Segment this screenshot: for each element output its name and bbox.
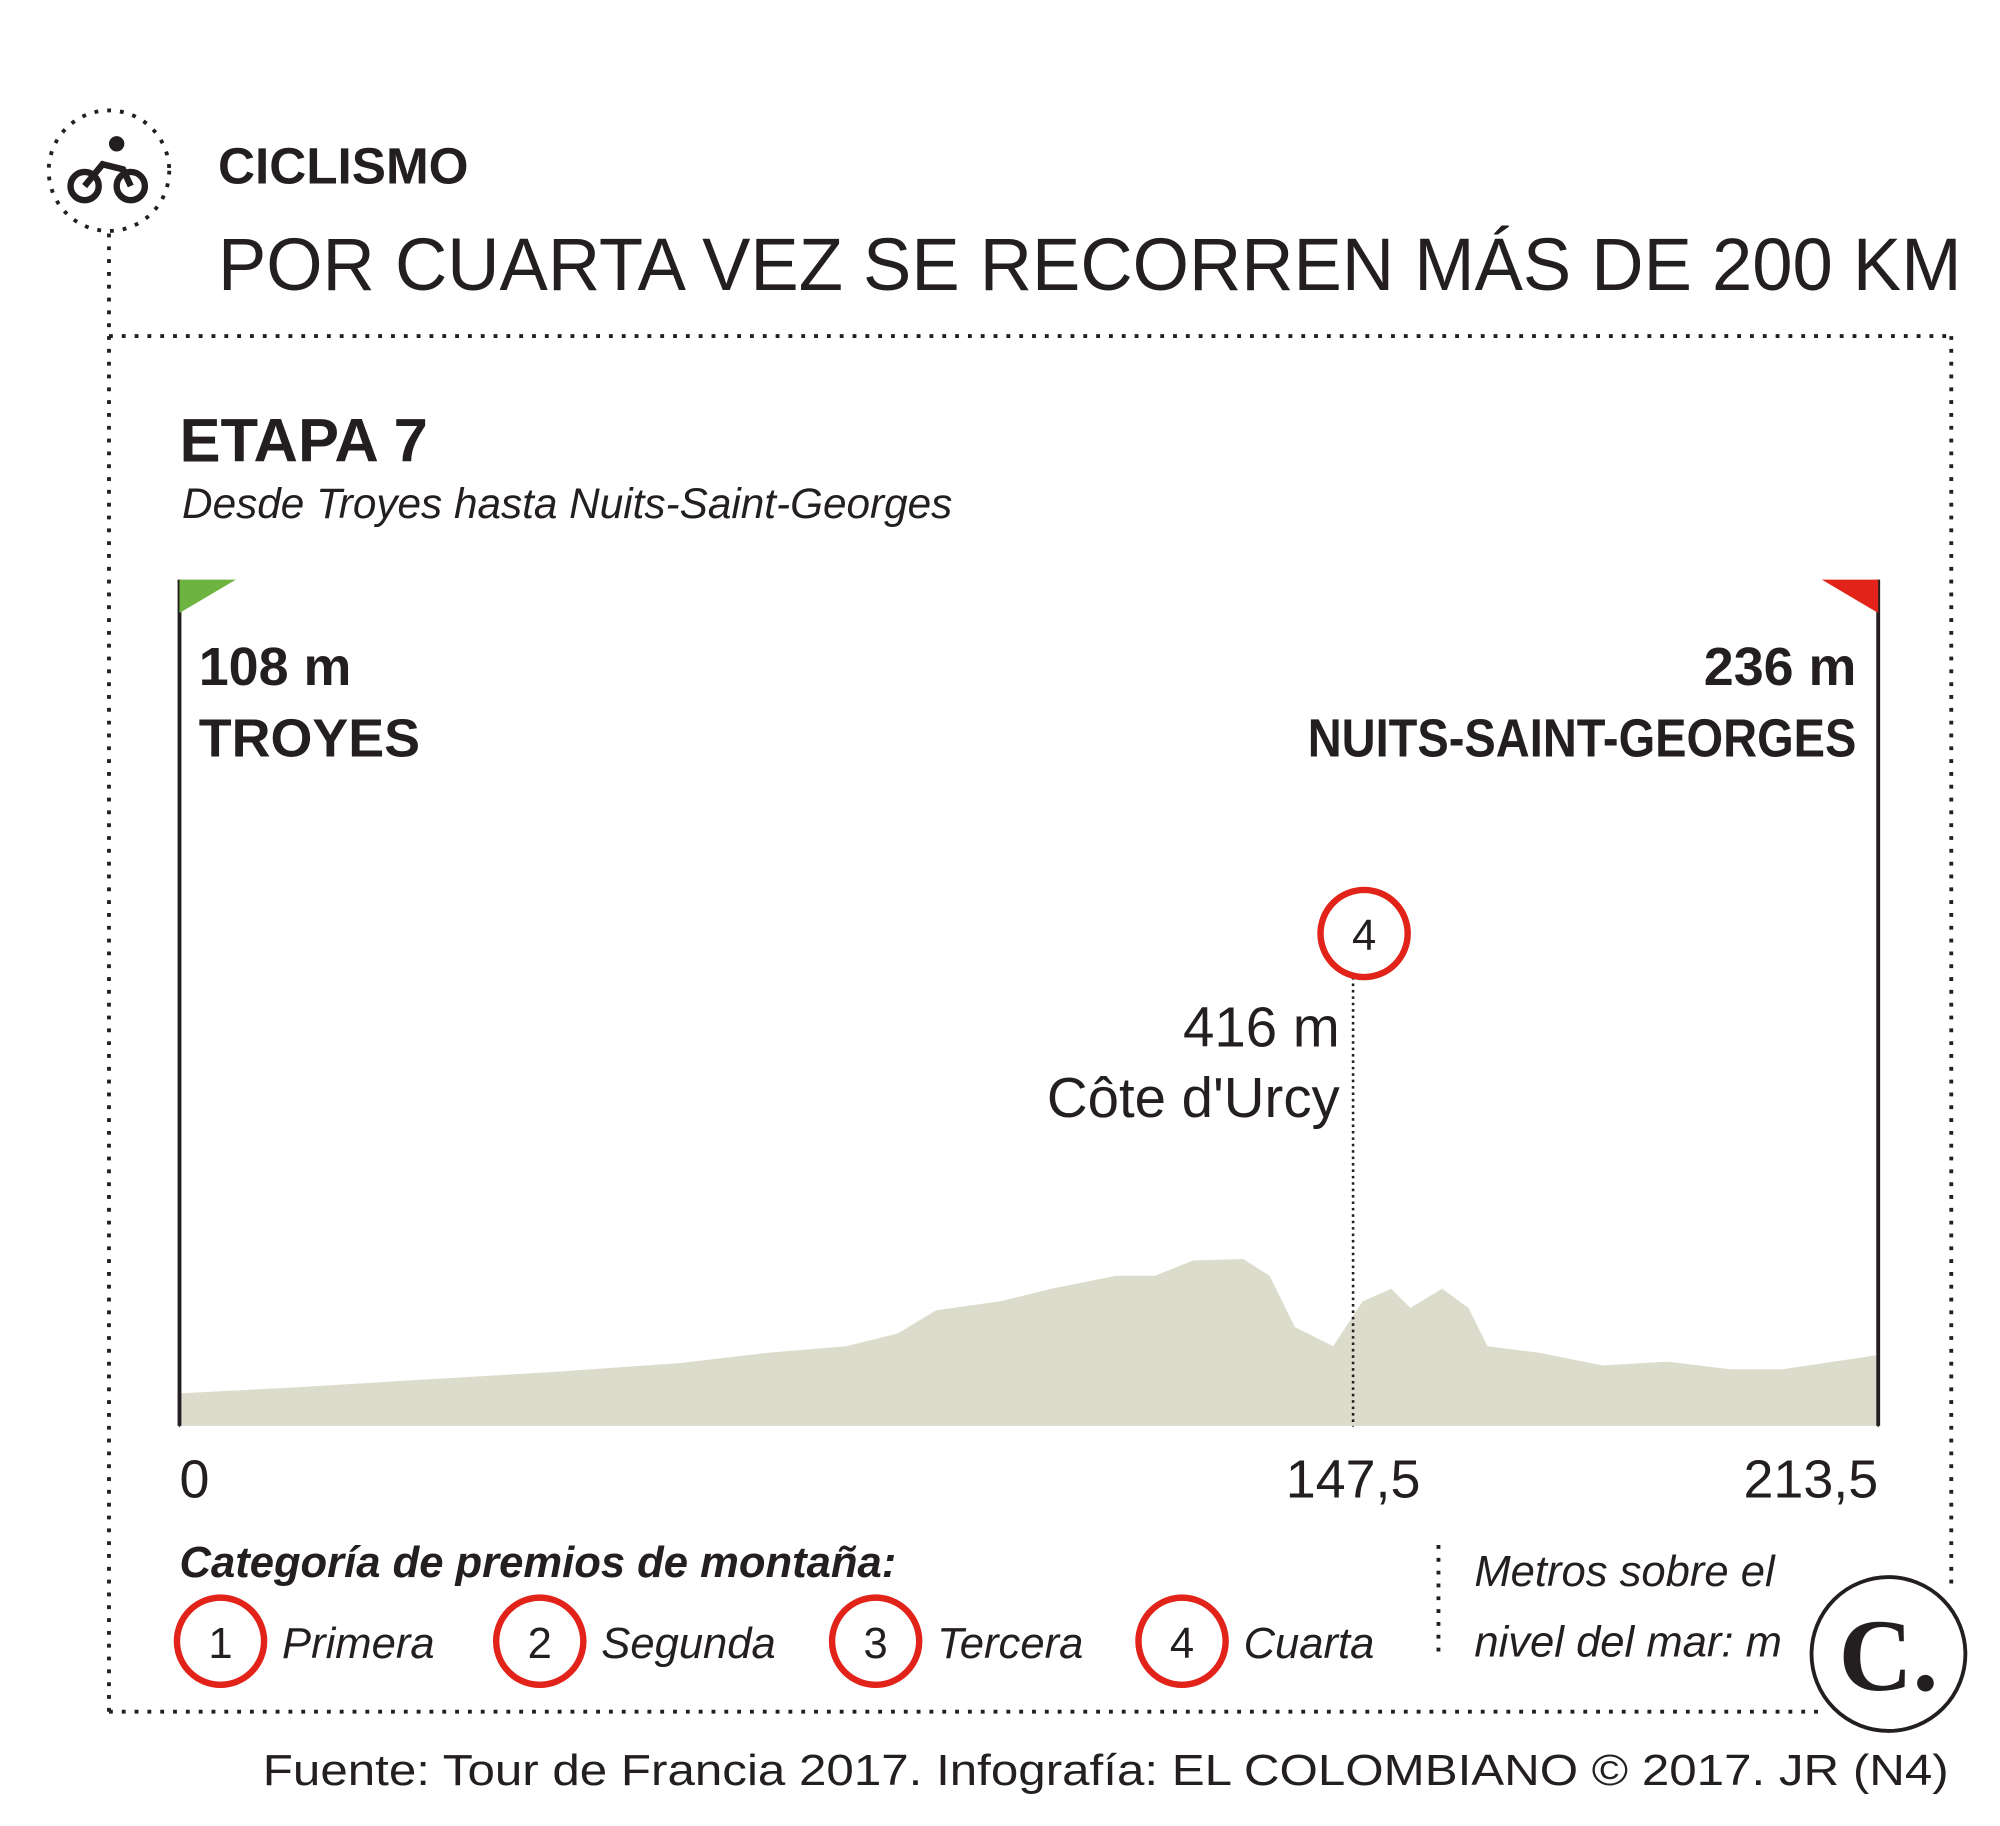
legend-title: Categoría de premios de montaña: <box>179 1539 896 1587</box>
start-elevation: 108 m <box>199 637 352 697</box>
finish-elevation: 236 m <box>1704 637 1857 697</box>
x-tick-label: 0 <box>179 1450 209 1510</box>
x-tick-label: 213,5 <box>1744 1450 1879 1510</box>
unit-note: nivel del mar: m <box>1474 1619 1782 1667</box>
start-flag <box>179 579 236 613</box>
subtitle: Desde Troyes hasta Nuits-Saint-Georges <box>182 480 952 527</box>
finish-flag <box>1821 579 1879 613</box>
legend-number: 3 <box>864 1620 888 1668</box>
climb-marker <box>1317 886 1411 981</box>
x-tick-label: 147,5 <box>1286 1450 1421 1510</box>
legend-marker <box>173 1594 268 1688</box>
elevation-profile <box>179 1258 1879 1426</box>
unit-note: Metros sobre el <box>1474 1548 1776 1596</box>
climb-elevation: 416 m <box>1183 995 1340 1058</box>
frame <box>46 108 1954 1714</box>
start-name: TROYES <box>199 709 420 769</box>
legend-number: 2 <box>528 1620 552 1668</box>
legend-label: Tercera <box>937 1620 1083 1668</box>
logo-circle <box>1809 1575 1968 1733</box>
headline: POR CUARTA VEZ SE RECORREN MÁS DE 200 KM <box>218 223 1962 306</box>
climb-name: Côte d'Urcy <box>1047 1066 1341 1129</box>
legend-label: Segunda <box>601 1620 775 1668</box>
cyclist-icon <box>67 136 149 204</box>
legend-marker <box>492 1594 587 1688</box>
climb-category: 4 <box>1352 912 1376 960</box>
chart-title: ETAPA 7 <box>179 407 427 476</box>
legend-label: Cuarta <box>1244 1620 1375 1668</box>
section: CICLISMO <box>218 138 469 195</box>
legend: 1 Primera 2 Segunda 3 Tercera 4 Cuarta <box>173 1594 1375 1688</box>
legend-label: Primera <box>282 1620 435 1668</box>
finish-name: NUITS-SAINT-GEORGES <box>1308 709 1857 769</box>
logo: C. <box>1839 1600 1939 1713</box>
legend-number: 1 <box>208 1620 232 1668</box>
legend-marker <box>1135 1594 1229 1688</box>
plot: 0 147,5 213,5 <box>177 579 1881 1510</box>
legend-marker <box>828 1594 923 1688</box>
legend-number: 4 <box>1170 1620 1194 1668</box>
source: Fuente: Tour de Francia 2017. Infografía… <box>263 1747 1949 1795</box>
